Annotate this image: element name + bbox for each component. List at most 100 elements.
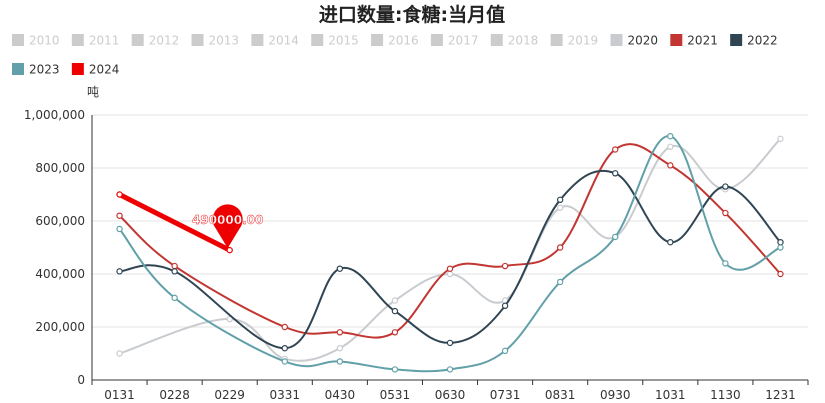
legend-swatch (71, 63, 84, 75)
data-point[interactable] (556, 204, 564, 211)
legend-label: 2013 (209, 34, 240, 48)
legend-label: 2018 (508, 34, 539, 48)
legend-label: 2021 (687, 34, 718, 48)
x-tick-label: 0930 (600, 388, 631, 402)
legend-swatch (12, 63, 24, 75)
data-point[interactable] (556, 244, 564, 251)
series-2023 (116, 132, 784, 373)
data-point[interactable] (612, 146, 619, 153)
legend-item-2020[interactable]: 2020 (610, 34, 658, 48)
data-point[interactable] (391, 307, 399, 315)
y-tick-label: 600,000 (35, 214, 85, 228)
data-point[interactable] (336, 358, 344, 365)
data-point[interactable] (336, 329, 344, 336)
legend-item-2012[interactable]: 2012 (131, 34, 180, 48)
y-tick-label: 400,000 (35, 267, 85, 281)
legend-item-2014[interactable]: 2014 (251, 34, 299, 48)
legend-swatch (730, 34, 743, 46)
x-tick-label: 0531 (380, 388, 411, 402)
x-tick-label: 0331 (269, 388, 300, 402)
legend-item-2016[interactable]: 2016 (371, 34, 419, 48)
annotations: 490000.00 (192, 204, 264, 249)
data-point[interactable] (667, 162, 674, 169)
data-point[interactable] (446, 339, 454, 347)
data-label-pin: 490000.00 (192, 204, 264, 249)
legend: 2010 2011 2012 2013 2014 2015 2016 2017 2018 2019… (12, 34, 778, 77)
y-tick-label: 1,000,000 (24, 108, 85, 122)
x-tick-label: 0831 (545, 388, 576, 402)
data-point[interactable] (281, 323, 288, 331)
data-point[interactable] (667, 238, 674, 246)
data-point[interactable] (667, 143, 674, 150)
legend-item-2015[interactable]: 2015 (311, 34, 359, 48)
data-point[interactable] (501, 302, 509, 309)
data-point[interactable] (777, 270, 784, 278)
data-point[interactable] (226, 246, 233, 254)
series-line (117, 192, 233, 253)
legend-item-2024[interactable]: 2024 (71, 63, 120, 77)
data-point[interactable] (116, 225, 123, 233)
data-point[interactable] (116, 268, 123, 275)
data-point[interactable] (722, 183, 729, 190)
data-point[interactable] (281, 358, 288, 365)
data-point[interactable] (501, 347, 509, 355)
data-point[interactable] (116, 212, 123, 219)
data-point[interactable] (226, 315, 233, 323)
legend-item-2021[interactable]: 2021 (670, 34, 718, 48)
data-point[interactable] (281, 345, 288, 352)
data-point[interactable] (116, 191, 123, 198)
legend-label: 2010 (29, 34, 60, 48)
data-point[interactable] (171, 268, 178, 275)
data-point[interactable] (336, 345, 344, 352)
legend-item-2011[interactable]: 2011 (71, 34, 120, 48)
data-point[interactable] (446, 265, 454, 272)
series-line (118, 135, 782, 373)
legend-label: 2012 (149, 34, 180, 48)
series-line (118, 169, 782, 350)
legend-swatch (131, 34, 144, 46)
legend-item-2010[interactable]: 2010 (12, 34, 60, 48)
data-point[interactable] (446, 366, 454, 373)
axes: 0 200,000 400,000 600,000 800,000 1,000,000 01… (24, 108, 809, 402)
data-point[interactable] (171, 262, 178, 270)
legend-item-2018[interactable]: 2018 (490, 34, 539, 48)
data-point[interactable] (556, 196, 564, 203)
series-2024 (116, 191, 233, 254)
y-axis-unit-label: 吨 (87, 85, 99, 99)
data-point[interactable] (391, 297, 399, 304)
data-point[interactable] (501, 262, 509, 270)
series-line (118, 143, 782, 339)
data-point[interactable] (612, 233, 619, 241)
legend-item-2017[interactable]: 2017 (430, 34, 479, 48)
data-point[interactable] (667, 132, 674, 140)
y-tick-label: 200,000 (35, 320, 85, 334)
legend-swatch (550, 34, 563, 46)
data-point[interactable] (777, 244, 784, 251)
data-point[interactable] (612, 170, 619, 177)
legend-item-2019[interactable]: 2019 (550, 34, 599, 48)
legend-swatch (670, 34, 683, 46)
data-point[interactable] (777, 238, 784, 246)
data-point[interactable] (777, 135, 784, 143)
data-point[interactable] (336, 265, 344, 272)
legend-item-2022[interactable]: 2022 (730, 34, 778, 48)
data-point[interactable] (446, 270, 454, 278)
series-2022 (116, 169, 784, 352)
data-point[interactable] (556, 278, 564, 286)
data-point[interactable] (391, 366, 399, 373)
legend-label: 2016 (388, 34, 419, 48)
legend-item-2013[interactable]: 2013 (191, 34, 240, 48)
legend-item-2023[interactable]: 2023 (12, 63, 60, 77)
data-point[interactable] (722, 209, 729, 217)
data-point[interactable] (391, 329, 399, 336)
y-tick-label: 0 (77, 373, 85, 387)
data-point[interactable] (722, 260, 729, 267)
legend-swatch (71, 34, 84, 46)
y-tick-label: 800,000 (35, 161, 85, 175)
data-point[interactable] (116, 350, 123, 357)
legend-label: 2020 (627, 34, 658, 48)
data-point[interactable] (171, 294, 178, 302)
chart-title: 进口数量:食糖:当月值 (319, 3, 505, 26)
legend-label: 2019 (568, 34, 599, 48)
